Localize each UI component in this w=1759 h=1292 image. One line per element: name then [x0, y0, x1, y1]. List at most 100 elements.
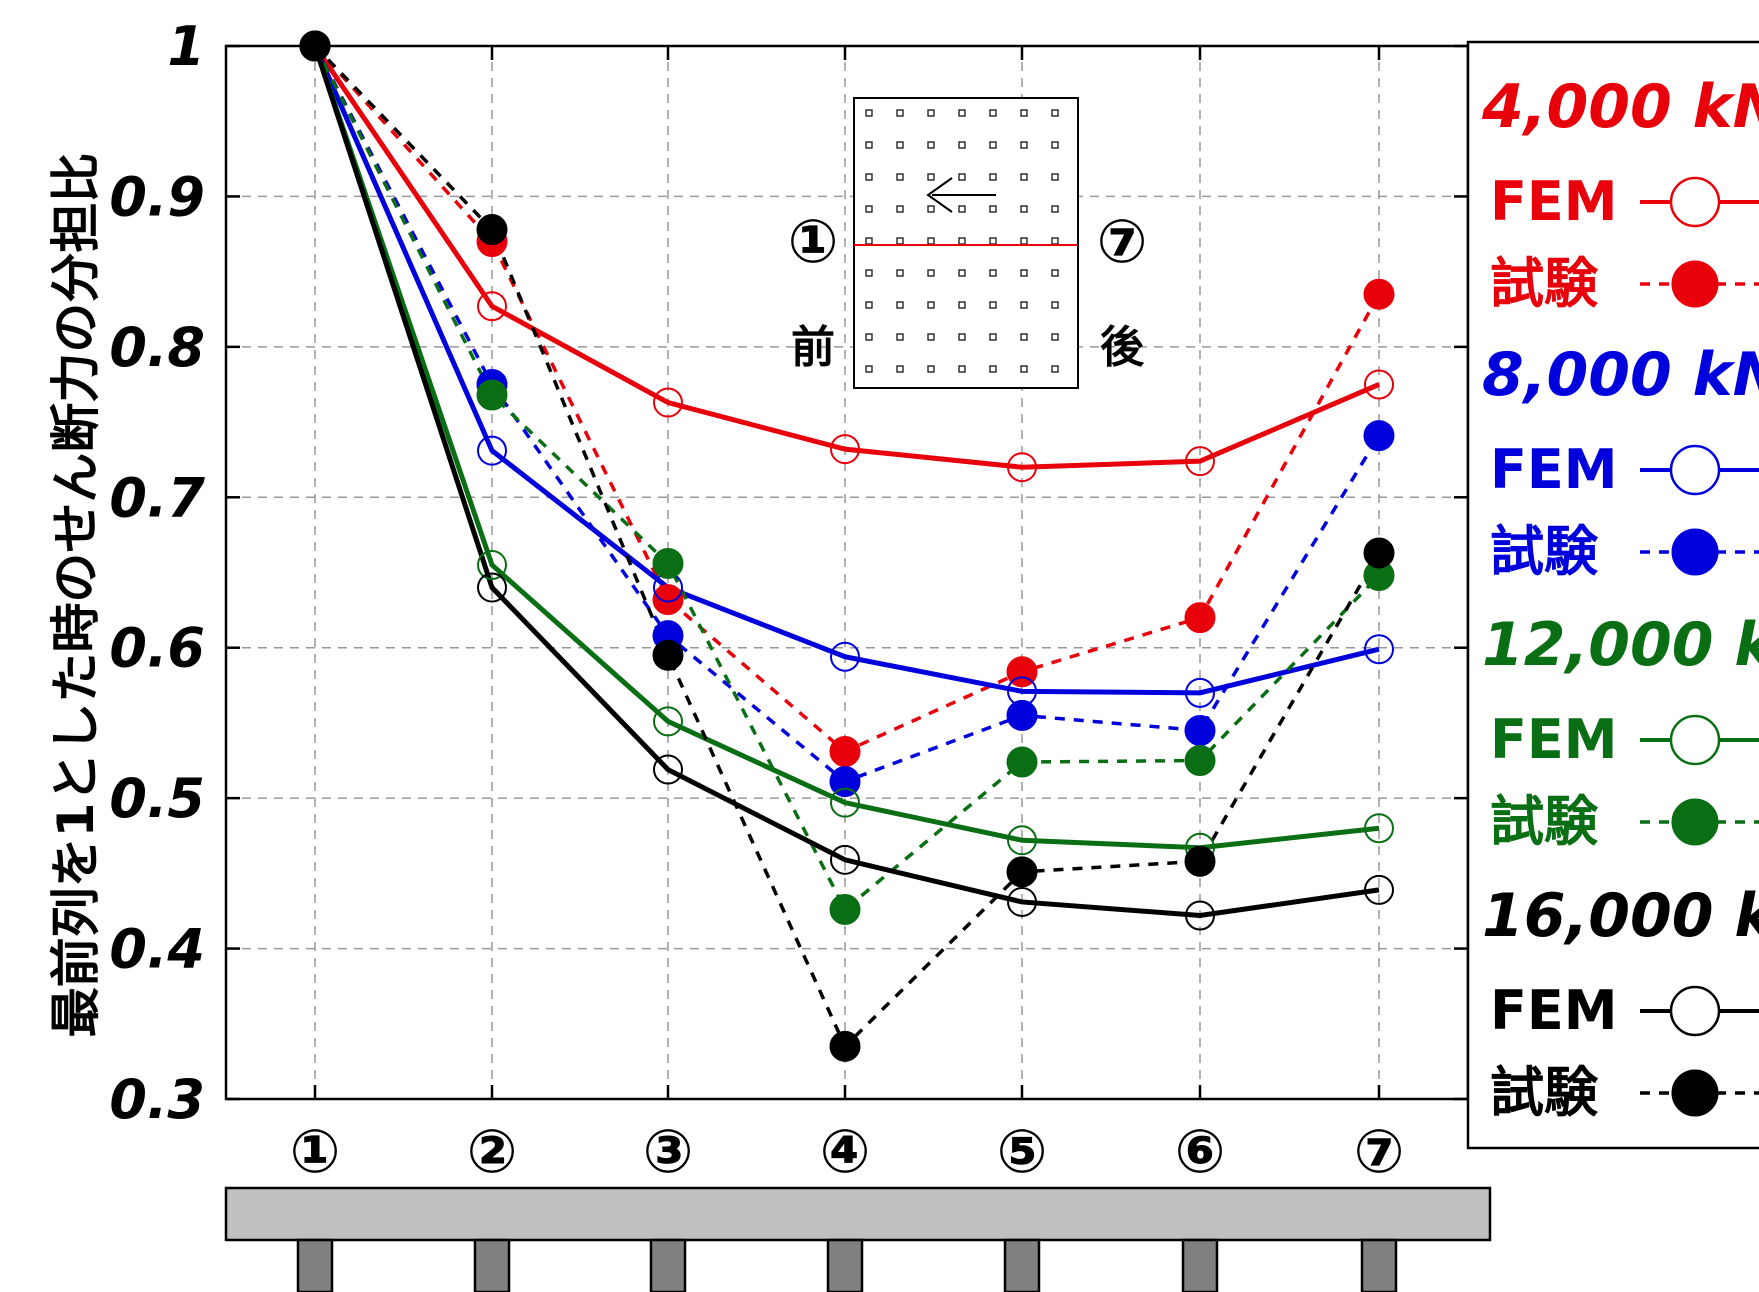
data-point — [1185, 900, 1215, 931]
inset-pile — [958, 301, 966, 309]
inset-pile — [927, 301, 935, 309]
legend-entry-label: FEM — [1490, 170, 1618, 233]
y-tick-labels: 0.3 0.4 0.5 0.6 0.7 0.8 0.9 1 — [109, 15, 205, 1131]
data-point — [477, 435, 507, 466]
series-line — [313, 44, 1381, 754]
x-category-label: ⑦ — [1354, 1117, 1405, 1187]
legend-entry-marker — [1671, 798, 1719, 846]
legend-entry-label: 試験 — [1490, 520, 1599, 583]
data-point — [477, 549, 507, 580]
inset-pile — [958, 269, 966, 277]
plot-frame — [224, 44, 1470, 1101]
legend-entry-marker — [1669, 985, 1721, 1037]
data-point — [652, 547, 684, 579]
legend-entry-label: FEM — [1490, 979, 1618, 1042]
legend-entry-label: FEM — [1490, 708, 1618, 771]
inset-pile — [927, 109, 935, 117]
inset-right-label: ⑦ — [1097, 207, 1148, 277]
y-tick-label: 0.7 — [109, 466, 205, 529]
inset-pile — [1051, 141, 1059, 149]
data-point — [1364, 874, 1394, 905]
inset-pile — [958, 365, 966, 373]
series-layer — [299, 30, 1395, 1062]
inset-pile — [989, 301, 997, 309]
data-point — [829, 893, 861, 925]
data-point — [1363, 278, 1395, 310]
x-category-label: ② — [467, 1117, 518, 1187]
data-point — [1006, 746, 1038, 778]
pier-pile — [826, 1238, 864, 1292]
inset-pile — [989, 333, 997, 341]
inset-pile — [1020, 173, 1028, 181]
data-point — [653, 706, 683, 737]
inset-pile — [865, 269, 873, 277]
legend: 4,000 kN FEM 試験 8,000 kN FEM 試験 12,000 kN FEM 試験… — [1466, 40, 1759, 1150]
inset-pile — [1020, 141, 1028, 149]
inset-pile — [989, 141, 997, 149]
data-point — [1185, 677, 1215, 708]
series-line — [312, 44, 1380, 470]
inset-pile — [1020, 109, 1028, 117]
inset-pile — [927, 205, 935, 213]
inset-pile — [989, 365, 997, 373]
inset-pile — [896, 109, 904, 117]
inset-pile — [958, 205, 966, 213]
inset-frame — [853, 97, 1079, 389]
data-point — [477, 291, 507, 322]
inset-pile — [896, 269, 904, 277]
inset-pile — [896, 173, 904, 181]
inset-pile — [1051, 333, 1059, 341]
y-tick-label: 0.4 — [109, 918, 205, 981]
axes — [224, 44, 1470, 1101]
inset-pile — [1020, 365, 1028, 373]
x-category-labels: ① ② ③ ④ ⑤ ⑥ ⑦ — [290, 1117, 1405, 1187]
inset-pile — [927, 365, 935, 373]
legend-box — [1466, 40, 1759, 1150]
data-point — [1006, 699, 1038, 731]
legend-entry-marker — [1671, 260, 1719, 308]
inset-pile — [865, 141, 873, 149]
data-point — [1364, 369, 1394, 400]
inset-pile — [1051, 301, 1059, 309]
x-category-label: ⑥ — [1175, 1117, 1226, 1187]
data-point — [1184, 714, 1216, 746]
inset-pile — [958, 173, 966, 181]
data-point — [830, 787, 860, 818]
legend-entry-label: 試験 — [1490, 1061, 1599, 1124]
data-point — [476, 379, 508, 411]
legend-entry-label: FEM — [1490, 438, 1618, 501]
x-category-label: ③ — [643, 1117, 694, 1187]
inset-pile — [927, 269, 935, 277]
y-tick-label: 0.8 — [109, 316, 205, 379]
legend-group-title: 4,000 kN — [1481, 72, 1759, 142]
data-point — [299, 30, 331, 62]
data-point — [652, 584, 684, 616]
pier-pile — [1003, 1238, 1041, 1292]
data-point — [1007, 886, 1037, 917]
y-tick-label: 1 — [167, 15, 205, 78]
pier-deck — [224, 1186, 1492, 1242]
y-tick-label: 0.9 — [109, 165, 205, 228]
inset-pile — [927, 173, 935, 181]
data-point — [1184, 745, 1216, 777]
legend-entry-marker — [1671, 528, 1719, 576]
inset-pile — [896, 301, 904, 309]
inset-pile — [927, 333, 935, 341]
inset-pile — [1020, 205, 1028, 213]
data-point — [829, 766, 861, 798]
inset-pile — [865, 109, 873, 117]
data-point — [830, 434, 860, 465]
data-point — [1006, 856, 1038, 888]
inset-front-label: 前 — [791, 322, 835, 373]
inset-pile — [1020, 301, 1028, 309]
y-tick-label: 0.3 — [109, 1068, 205, 1131]
legend-group-title: 16,000 kN — [1482, 881, 1759, 951]
pier-pile — [296, 1238, 334, 1292]
data-point — [1363, 420, 1395, 452]
grid — [226, 46, 1468, 1099]
pier-schematic — [224, 1186, 1492, 1292]
x-category-label: ④ — [820, 1117, 871, 1187]
pier-pile — [649, 1238, 687, 1292]
data-point — [477, 572, 507, 603]
series-line — [312, 45, 1380, 918]
